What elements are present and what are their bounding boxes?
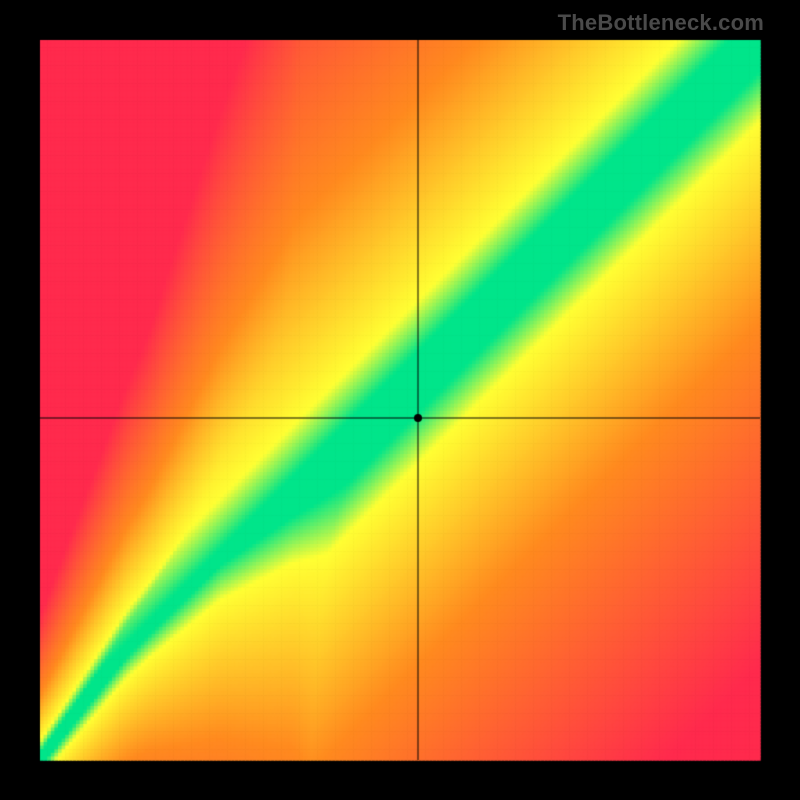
chart-container: TheBottleneck.com [0, 0, 800, 800]
watermark-text: TheBottleneck.com [558, 10, 764, 36]
bottleneck-heatmap [0, 0, 800, 800]
